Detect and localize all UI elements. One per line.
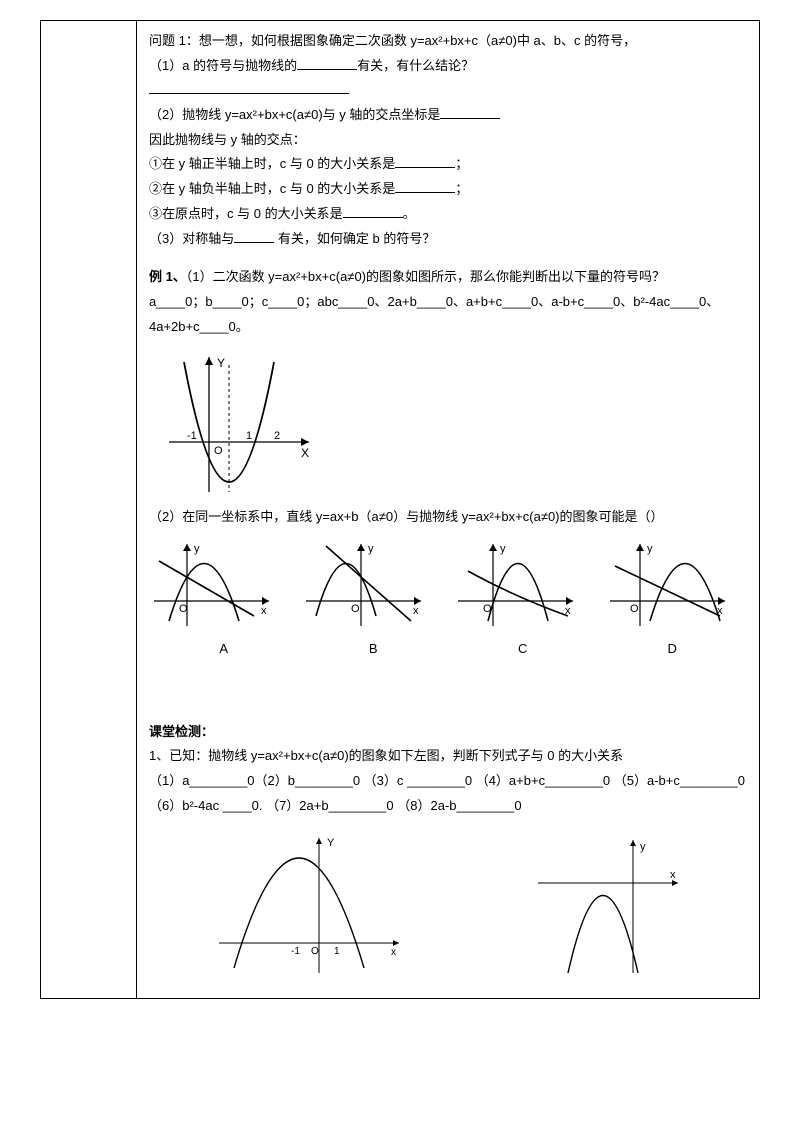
label-c: C (448, 637, 598, 662)
svg-text:y: y (500, 543, 506, 555)
bottom-graphs: O Y x -1 1 y x (149, 828, 747, 978)
svg-text:x: x (670, 869, 676, 881)
q1-p2a: （2）抛物线 y=ax²+bx+c(a≠0)与 y 轴的交点坐标是 (149, 107, 440, 122)
svg-text:Y: Y (327, 837, 335, 849)
q1-line5: ②在 y 轴负半轴上时，c 与 0 的大小关系是 ； (149, 177, 747, 202)
q1-p1b: 有关，有什么结论？ (357, 58, 474, 73)
svg-text:-1: -1 (187, 430, 197, 442)
bottom-right-graph: y x (528, 828, 688, 978)
ex1-line1: 例 1、（1）二次函数 y=ax²+bx+c(a≠0)的图象如图所示，那么你能判… (149, 265, 747, 290)
ex1-p1: （1）二次函数 y=ax²+bx+c(a≠0)的图象如图所示，那么你能判断出以下… (186, 269, 665, 284)
option-b-graph: O y x (301, 536, 443, 631)
test-title: 课堂检测： (149, 720, 747, 745)
option-a-graph: O y x (149, 536, 291, 631)
q1-line4: ①在 y 轴正半轴上时，c 与 0 的大小关系是 ； (149, 152, 747, 177)
page-frame: 问题 1：想一想，如何根据图象确定二次函数 y=ax²+bx+c（a≠0)中 a… (40, 20, 760, 999)
q1-p5a: ②在 y 轴负半轴上时，c 与 0 的大小关系是 (149, 181, 395, 196)
blank-long (149, 80, 349, 94)
svg-text:1: 1 (334, 946, 340, 957)
content-column: 问题 1：想一想，如何根据图象确定二次函数 y=ax²+bx+c（a≠0)中 a… (137, 21, 759, 998)
ex1-p2: （2）在同一坐标系中，直线 y=ax+b（a≠0）与抛物线 y=ax²+bx+c… (149, 505, 747, 530)
blank (395, 154, 455, 168)
svg-text:O: O (179, 603, 188, 615)
svg-text:x: x (391, 947, 396, 958)
label-d: D (598, 637, 748, 662)
test-p1: 1、已知：抛物线 y=ax²+bx+c(a≠0)的图象如下左图，判断下列式子与 … (149, 744, 747, 769)
q1-p3: 因此抛物线与 y 轴的交点： (149, 128, 747, 153)
q1-p4b: ； (455, 156, 468, 171)
q1-p6b: 。 (403, 206, 416, 221)
option-c-graph: O y x (453, 536, 595, 631)
option-labels: A B C D (149, 637, 747, 662)
svg-text:y: y (368, 543, 374, 555)
blank (440, 105, 500, 119)
q1-intro: 问题 1：想一想，如何根据图象确定二次函数 y=ax²+bx+c（a≠0)中 a… (149, 29, 747, 54)
q1-line7: （3）对称轴与 有关，如何确定 b 的符号？ (149, 227, 747, 252)
ex1-p2-text: （2）在同一坐标系中，直线 y=ax+b（a≠0）与抛物线 y=ax²+bx+c… (149, 509, 664, 524)
svg-text:Y: Y (217, 356, 225, 370)
label-b: B (299, 637, 449, 662)
svg-text:x: x (413, 605, 419, 617)
svg-text:y: y (647, 543, 653, 555)
svg-text:x: x (261, 605, 267, 617)
label-a: A (149, 637, 299, 662)
svg-text:O: O (351, 603, 360, 615)
q1-p5b: ； (455, 181, 468, 196)
ex1-fill: a____0；b____0；c____0；abc____0、2a+b____0、… (149, 290, 747, 339)
ex1-title: 例 1、 (149, 269, 186, 284)
q1-line6: ③在原点时，c 与 0 的大小关系是 。 (149, 202, 747, 227)
bottom-left-graph: O Y x -1 1 (209, 828, 409, 978)
svg-text:O: O (630, 603, 639, 615)
svg-text:X: X (301, 446, 309, 460)
q1-p7a: （3）对称轴与 (149, 231, 234, 246)
graph1: -1 O 1 2 Y X (159, 347, 747, 497)
test-items: （1）a________0（2）b________0 （3）c ________… (149, 769, 747, 818)
left-margin-column (41, 21, 137, 998)
q1-line2: （2）抛物线 y=ax²+bx+c(a≠0)与 y 轴的交点坐标是 (149, 103, 747, 128)
blank (395, 179, 455, 193)
svg-text:y: y (194, 543, 200, 555)
blank (297, 56, 357, 70)
q1-p4a: ①在 y 轴正半轴上时，c 与 0 的大小关系是 (149, 156, 395, 171)
svg-text:1: 1 (246, 430, 252, 442)
option-graphs: O y x O y x (149, 536, 747, 631)
svg-text:O: O (311, 946, 319, 957)
q1-p1a: （1）a 的符号与抛物线的 (149, 58, 297, 73)
svg-text:2: 2 (274, 430, 280, 442)
q1-line1: （1）a 的符号与抛物线的 有关，有什么结论？ (149, 54, 747, 79)
blank (343, 204, 403, 218)
q1-p7b: 有关，如何确定 b 的符号？ (278, 231, 435, 246)
svg-text:-1: -1 (291, 946, 300, 957)
q1-p6a: ③在原点时，c 与 0 的大小关系是 (149, 206, 343, 221)
option-d-graph: O y x (605, 536, 747, 631)
blank (234, 229, 274, 243)
svg-text:O: O (214, 445, 223, 457)
svg-text:y: y (640, 841, 646, 853)
